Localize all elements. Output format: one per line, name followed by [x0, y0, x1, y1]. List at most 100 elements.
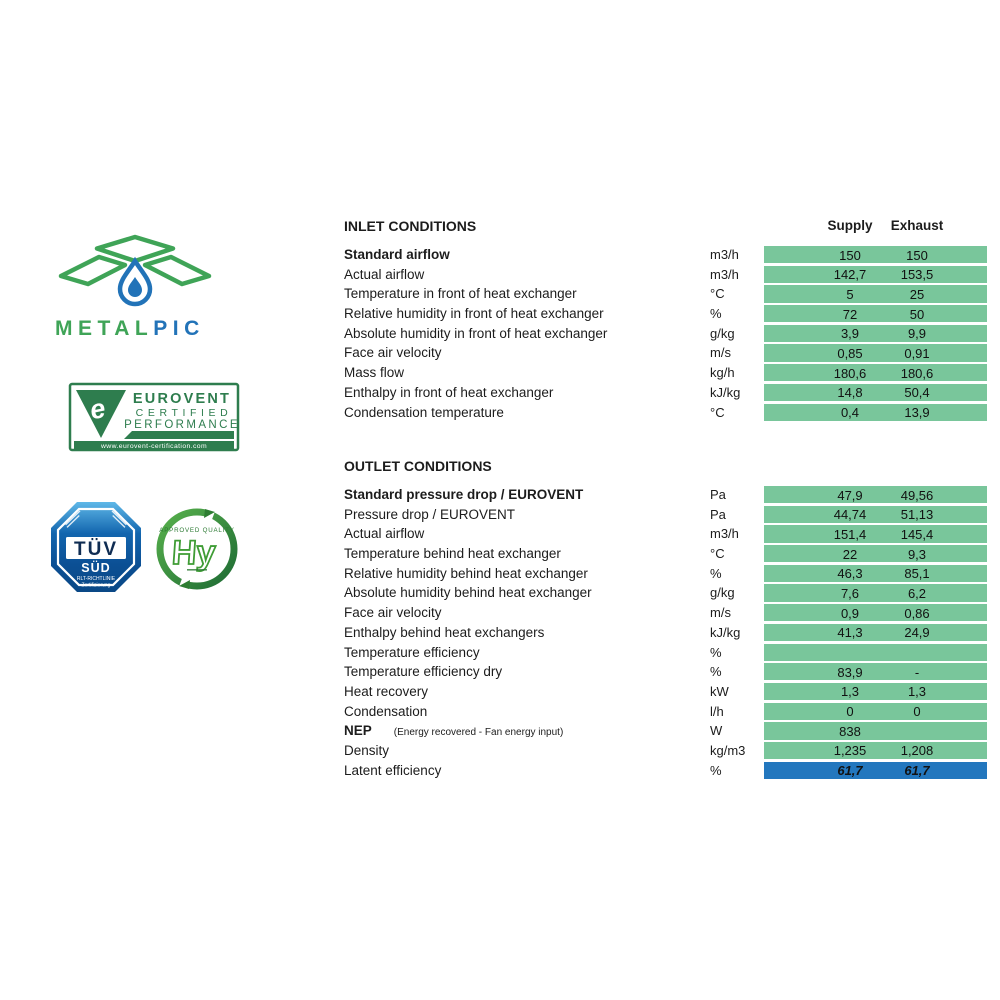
exhaust-value: -: [914, 664, 920, 680]
row-unit: %: [710, 664, 722, 680]
value-bar: 83,9 -: [764, 663, 987, 681]
row-unit: Pa: [710, 506, 726, 522]
inlet-rows: Standard airflow m3/h 150 150 Actual airflow…: [344, 246, 994, 423]
exhaust-value: 6,2: [907, 585, 927, 601]
row-label-text: Pressure drop / EUROVENT: [344, 506, 516, 522]
metalpic-leaves-drop-icon: [58, 234, 212, 307]
table-row: Enthalpy in front of heat exchanger kJ/kg…: [344, 383, 994, 402]
supply-value: 1,3: [840, 684, 860, 700]
row-unit: %: [710, 644, 722, 660]
eurovent-url: www.eurovent-certification.com: [100, 443, 207, 450]
value-bar: 1,3 1,3: [764, 682, 987, 701]
row-unit: kW: [710, 683, 729, 699]
table-row: NEP (Energy recovered - Fan energy input)…: [344, 722, 994, 740]
hy-approved-quality-logo: APPROVED QUALITY Hy: [156, 508, 238, 590]
outlet-rows: Standard pressure drop / EUROVENT Pa 47,9 4…: [344, 486, 994, 781]
tuv-line1: RLT-RICHTLINIE: [77, 576, 116, 582]
supply-value: 0,9: [840, 605, 860, 621]
value-bar: 5 25: [764, 285, 987, 303]
supply-value: 83,9: [837, 664, 863, 680]
row-label-text: Condensation temperature: [344, 404, 504, 420]
exhaust-value: 150: [906, 247, 928, 263]
row-label-text: Actual airflow: [344, 266, 425, 282]
row-note: (Energy recovered - Fan energy input): [393, 727, 564, 739]
row-unit: °C: [710, 546, 725, 562]
value-bar: 41,3 24,9: [764, 623, 987, 642]
table-row: Temperature efficiency dry% 83,9 -: [344, 663, 994, 681]
supply-value: 14,8: [837, 385, 863, 401]
row-label: Face air velocity: [344, 605, 442, 620]
row-unit: m3/h: [710, 266, 739, 282]
table-row: Temperature efficiency%: [344, 643, 994, 661]
row-unit: m3/h: [710, 247, 739, 262]
row-unit: °C: [710, 404, 725, 420]
value-bar: 150 150: [764, 246, 987, 264]
row-label: Density: [344, 743, 389, 758]
row-unit: g/kg: [710, 325, 735, 341]
row-unit: m/s: [710, 605, 731, 621]
supply-value: 0,85: [837, 345, 863, 361]
exhaust-value: 9,3: [907, 546, 927, 562]
supply-value: 22: [842, 546, 858, 562]
exhaust-value: 50: [909, 306, 925, 322]
supply-value: 0: [846, 704, 854, 720]
table-row: Condensation temperature °C 0,4 13,9: [344, 403, 994, 421]
table-row: Relative humidity behind heat exchanger%…: [344, 564, 994, 583]
row-unit: °C: [710, 286, 725, 302]
exhaust-value: 13,9: [904, 405, 930, 420]
row-unit: kJ/kg: [710, 624, 741, 640]
row-label: Actual airflow: [344, 526, 424, 541]
row-label-text: Temperature in front of heat exchanger: [344, 286, 577, 302]
value-bar: 61,7 61,7: [764, 761, 987, 779]
supply-value: 1,235: [833, 743, 867, 759]
row-label-text: Mass flow: [344, 365, 405, 381]
exhaust-value: 25: [909, 286, 925, 302]
row-label-text: Relative humidity in front of heat excha…: [344, 306, 604, 322]
row-label-text: Absolute humidity behind heat exchanger: [344, 585, 592, 601]
table-row: Face air velocity m/s 0,9 0,86: [344, 604, 994, 622]
row-label: Absolute humidity in front of heat excha…: [344, 326, 607, 341]
table-row: Temperature behind heat exchanger °C 22 9,3: [344, 545, 994, 563]
row-label: Temperature efficiency dry: [344, 664, 502, 679]
supply-value: 0,4: [840, 405, 860, 420]
eurovent-certified-logo: e EUROVENT CERTIFIED PERFORMANCE www.eur…: [68, 382, 240, 452]
metalpic-wordmark: METALPIC: [55, 317, 225, 341]
supply-value: 46,3: [837, 566, 863, 582]
exhaust-value: 180,6: [900, 365, 934, 381]
exhaust-value: 49,56: [900, 487, 934, 503]
table-row: Absolute humidity in front of heat excha…: [344, 324, 994, 343]
row-unit: W: [710, 723, 723, 739]
value-bar: 0,85 0,91: [764, 344, 987, 362]
table-row: Face air velocity m/s 0,85 0,91: [344, 344, 994, 362]
column-header-supply: Supply: [827, 218, 873, 233]
row-label: Relative humidity in front of heat excha…: [344, 306, 604, 321]
value-bar: 7,6 6,2: [764, 584, 987, 602]
supply-value: 47,9: [837, 487, 863, 503]
row-label-text: Standard pressure drop / EUROVENT: [344, 487, 584, 502]
value-bar: 142,7 153,5: [764, 265, 987, 283]
tuv-region: SÜD: [81, 560, 110, 575]
table-row: Absolute humidity behind heat exchanger g…: [344, 584, 994, 602]
metalpic-wordmark-metal: METAL: [55, 317, 154, 340]
exhaust-value: 153,5: [900, 267, 934, 283]
table-row: Standard airflow m3/h 150 150: [344, 246, 994, 264]
table-row: Heat recovery kW 1,3 1,3: [344, 682, 994, 701]
row-label-text: Temperature behind heat exchanger: [344, 546, 561, 562]
eurovent-flag-icon: [76, 390, 126, 438]
row-label-text: Latent efficiency: [344, 762, 442, 778]
table-row: Actual airflow m3/h 151,4 145,4: [344, 525, 994, 543]
exhaust-value: 85,1: [904, 566, 930, 582]
row-label: Condensation temperature: [344, 405, 504, 420]
supply-value: 72: [842, 306, 858, 322]
table-row: Relative humidity in front of heat excha…: [344, 305, 994, 323]
row-label: Temperature behind heat exchanger: [344, 546, 561, 561]
exhaust-value: 145,4: [900, 526, 934, 542]
value-bar: 1,235 1,208: [764, 741, 987, 760]
column-header-exhaust: Exhaust: [890, 218, 944, 233]
value-bar: 46,3 85,1: [764, 564, 987, 583]
tuv-sud-logo: TÜV SÜD RLT-RICHTLINIE Zertifizierung: [51, 502, 141, 592]
value-bar: 22 9,3: [764, 545, 987, 563]
exhaust-value: 9,9: [907, 326, 927, 342]
row-unit: kg/m3: [710, 742, 746, 758]
